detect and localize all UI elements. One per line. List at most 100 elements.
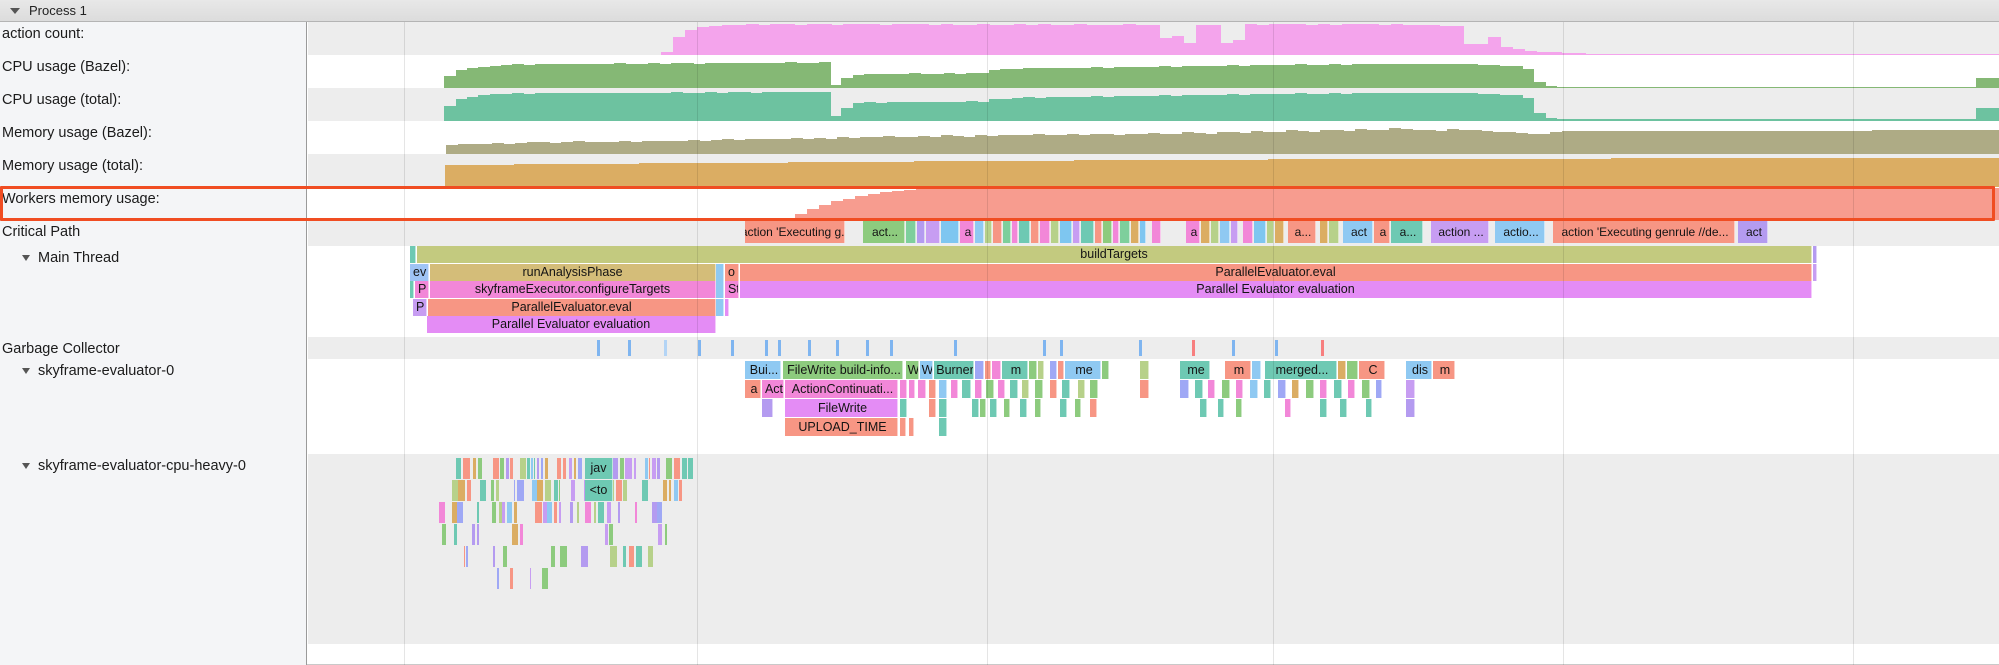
gc-event-tick[interactable] [1192,340,1195,356]
skyframe-evaluator-slice[interactable] [1347,361,1358,379]
cpu-heavy-slice[interactable] [625,458,632,479]
skyframe-evaluator-slice[interactable]: m [1433,361,1455,379]
cpu-heavy-slice[interactable] [656,458,660,479]
skyframe-evaluator-slice[interactable] [1090,380,1098,398]
skyframe-evaluator-slice[interactable] [1292,380,1299,398]
cpu-heavy-slice[interactable] [513,502,518,523]
skyframe-evaluator-slice[interactable] [1078,380,1085,398]
skyframe-evaluator-slice[interactable] [1035,399,1041,417]
main-thread-slice[interactable] [1813,263,1817,281]
cpu-heavy-slice[interactable] [569,502,574,523]
cpu-heavy-slice[interactable] [529,568,532,589]
critical-path-slice[interactable] [1040,221,1050,243]
critical-path-slice[interactable]: act [1738,221,1768,243]
cpu-heavy-slice[interactable] [679,480,683,501]
skyframe-evaluator-slice[interactable] [1340,399,1347,417]
cpu-heavy-slice[interactable] [668,480,672,501]
cpu-heavy-slice[interactable] [497,568,500,589]
gc-event-tick[interactable] [664,340,667,356]
cpu-heavy-slice[interactable] [610,546,617,567]
gc-event-tick[interactable] [836,340,839,356]
gc-event-tick[interactable] [1232,340,1235,356]
cpu-heavy-slice[interactable] [608,524,613,545]
cpu-heavy-slice[interactable] [612,458,618,479]
critical-path-slice[interactable] [917,221,925,243]
cpu-heavy-slice[interactable] [517,480,524,501]
critical-path-slice[interactable] [1220,221,1230,243]
skyframe-evaluator-slice[interactable] [1060,399,1067,417]
cpu-heavy-slice[interactable] [574,458,577,479]
critical-path-slice[interactable] [1113,221,1119,243]
cpu-heavy-slice[interactable] [499,458,505,479]
critical-path-slice[interactable] [1103,221,1112,243]
cpu-heavy-slice[interactable] [532,480,537,501]
main-thread-slice[interactable] [716,298,724,316]
track-label-memory-usage-total[interactable]: Memory usage (total): [0,158,307,174]
cpu-heavy-slice[interactable] [598,502,605,523]
skyframe-evaluator-slice[interactable] [1140,361,1149,379]
critical-path-slice[interactable]: a [1374,221,1390,243]
skyframe-evaluator-slice[interactable]: Burner [934,361,974,379]
critical-path-slice[interactable]: action 'Executing g... [745,221,845,243]
cpu-heavy-slice[interactable] [554,502,557,523]
skyframe-evaluator-slice[interactable] [939,418,947,436]
skyframe-evaluator-slice[interactable]: a [745,380,761,398]
track-label-workers-memory-usage[interactable]: Workers memory usage: [0,191,307,207]
process-header[interactable]: Process 1 [0,0,1999,22]
critical-path-slice[interactable] [1140,221,1146,243]
critical-path-slice[interactable] [1120,221,1130,243]
critical-path-slice[interactable] [1073,221,1080,243]
cpu-heavy-slice[interactable] [616,480,622,501]
cpu-heavy-slice[interactable] [652,458,657,479]
skyframe-evaluator-slice[interactable] [1376,380,1382,398]
cpu-heavy-slice[interactable] [541,458,543,479]
critical-path-slice[interactable] [941,221,959,243]
skyframe-evaluator-slice[interactable] [1208,380,1215,398]
main-thread-slice[interactable]: ev [410,263,429,281]
critical-path-slice[interactable] [1131,221,1139,243]
cpu-heavy-slice[interactable] [559,502,562,523]
critical-path-slice[interactable]: actio... [1495,221,1545,243]
skyframe-evaluator-slice[interactable] [1050,380,1057,398]
skyframe-evaluator-slice[interactable] [900,418,906,436]
skyframe-evaluator-slice[interactable]: m [1002,361,1028,379]
cpu-heavy-slice[interactable] [541,568,549,589]
skyframe-evaluator-slice[interactable]: Bui... [745,361,781,379]
cpu-heavy-slice[interactable] [520,458,526,479]
skyframe-evaluator-slice[interactable] [1038,361,1044,379]
cpu-heavy-slice[interactable] [657,502,663,523]
skyframe-evaluator-slice[interactable] [1320,399,1327,417]
skyframe-evaluator-slice[interactable] [929,399,936,417]
cpu-heavy-slice[interactable] [462,458,470,479]
cpu-heavy-slice[interactable] [464,546,466,567]
main-thread-slice[interactable]: runAnalysisPhase [430,263,716,281]
track-label-skyframe-evaluator-0[interactable]: skyframe-evaluator-0 [0,363,307,379]
critical-path-slice[interactable] [1060,221,1072,243]
skyframe-evaluator-slice[interactable] [1285,399,1291,417]
skyframe-evaluator-slice[interactable] [1264,380,1271,398]
cpu-heavy-slice[interactable] [635,502,638,523]
skyframe-evaluator-slice[interactable] [1022,380,1029,398]
skyframe-evaluator-slice[interactable] [951,380,958,398]
skyframe-evaluator-slice[interactable] [998,380,1005,398]
cpu-heavy-slice[interactable] [682,458,687,479]
critical-path-slice[interactable]: a [960,221,974,243]
skyframe-evaluator-slice[interactable] [1236,380,1243,398]
gc-event-tick[interactable] [765,340,768,356]
cpu-heavy-slice[interactable] [477,502,479,523]
skyframe-evaluator-slice[interactable] [929,380,936,398]
skyframe-evaluator-slice[interactable]: merged... [1265,361,1337,379]
cpu-heavy-slice[interactable] [452,502,458,523]
cpu-heavy-slice[interactable] [544,458,549,479]
critical-path-slice[interactable] [1211,221,1219,243]
gc-event-tick[interactable] [597,340,600,356]
skyframe-evaluator-slice[interactable] [1102,361,1109,379]
triangle-down-icon[interactable] [22,463,30,469]
skyframe-evaluator-slice[interactable] [1236,399,1242,417]
critical-path-slice[interactable] [1329,221,1339,243]
main-thread-slice[interactable]: P [413,298,427,316]
gc-event-tick[interactable] [628,340,631,356]
track-label-cpu-usage-bazel[interactable]: CPU usage (Bazel): [0,59,307,75]
cpu-heavy-slice[interactable] [550,546,556,567]
cpu-heavy-slice[interactable] [519,524,524,545]
